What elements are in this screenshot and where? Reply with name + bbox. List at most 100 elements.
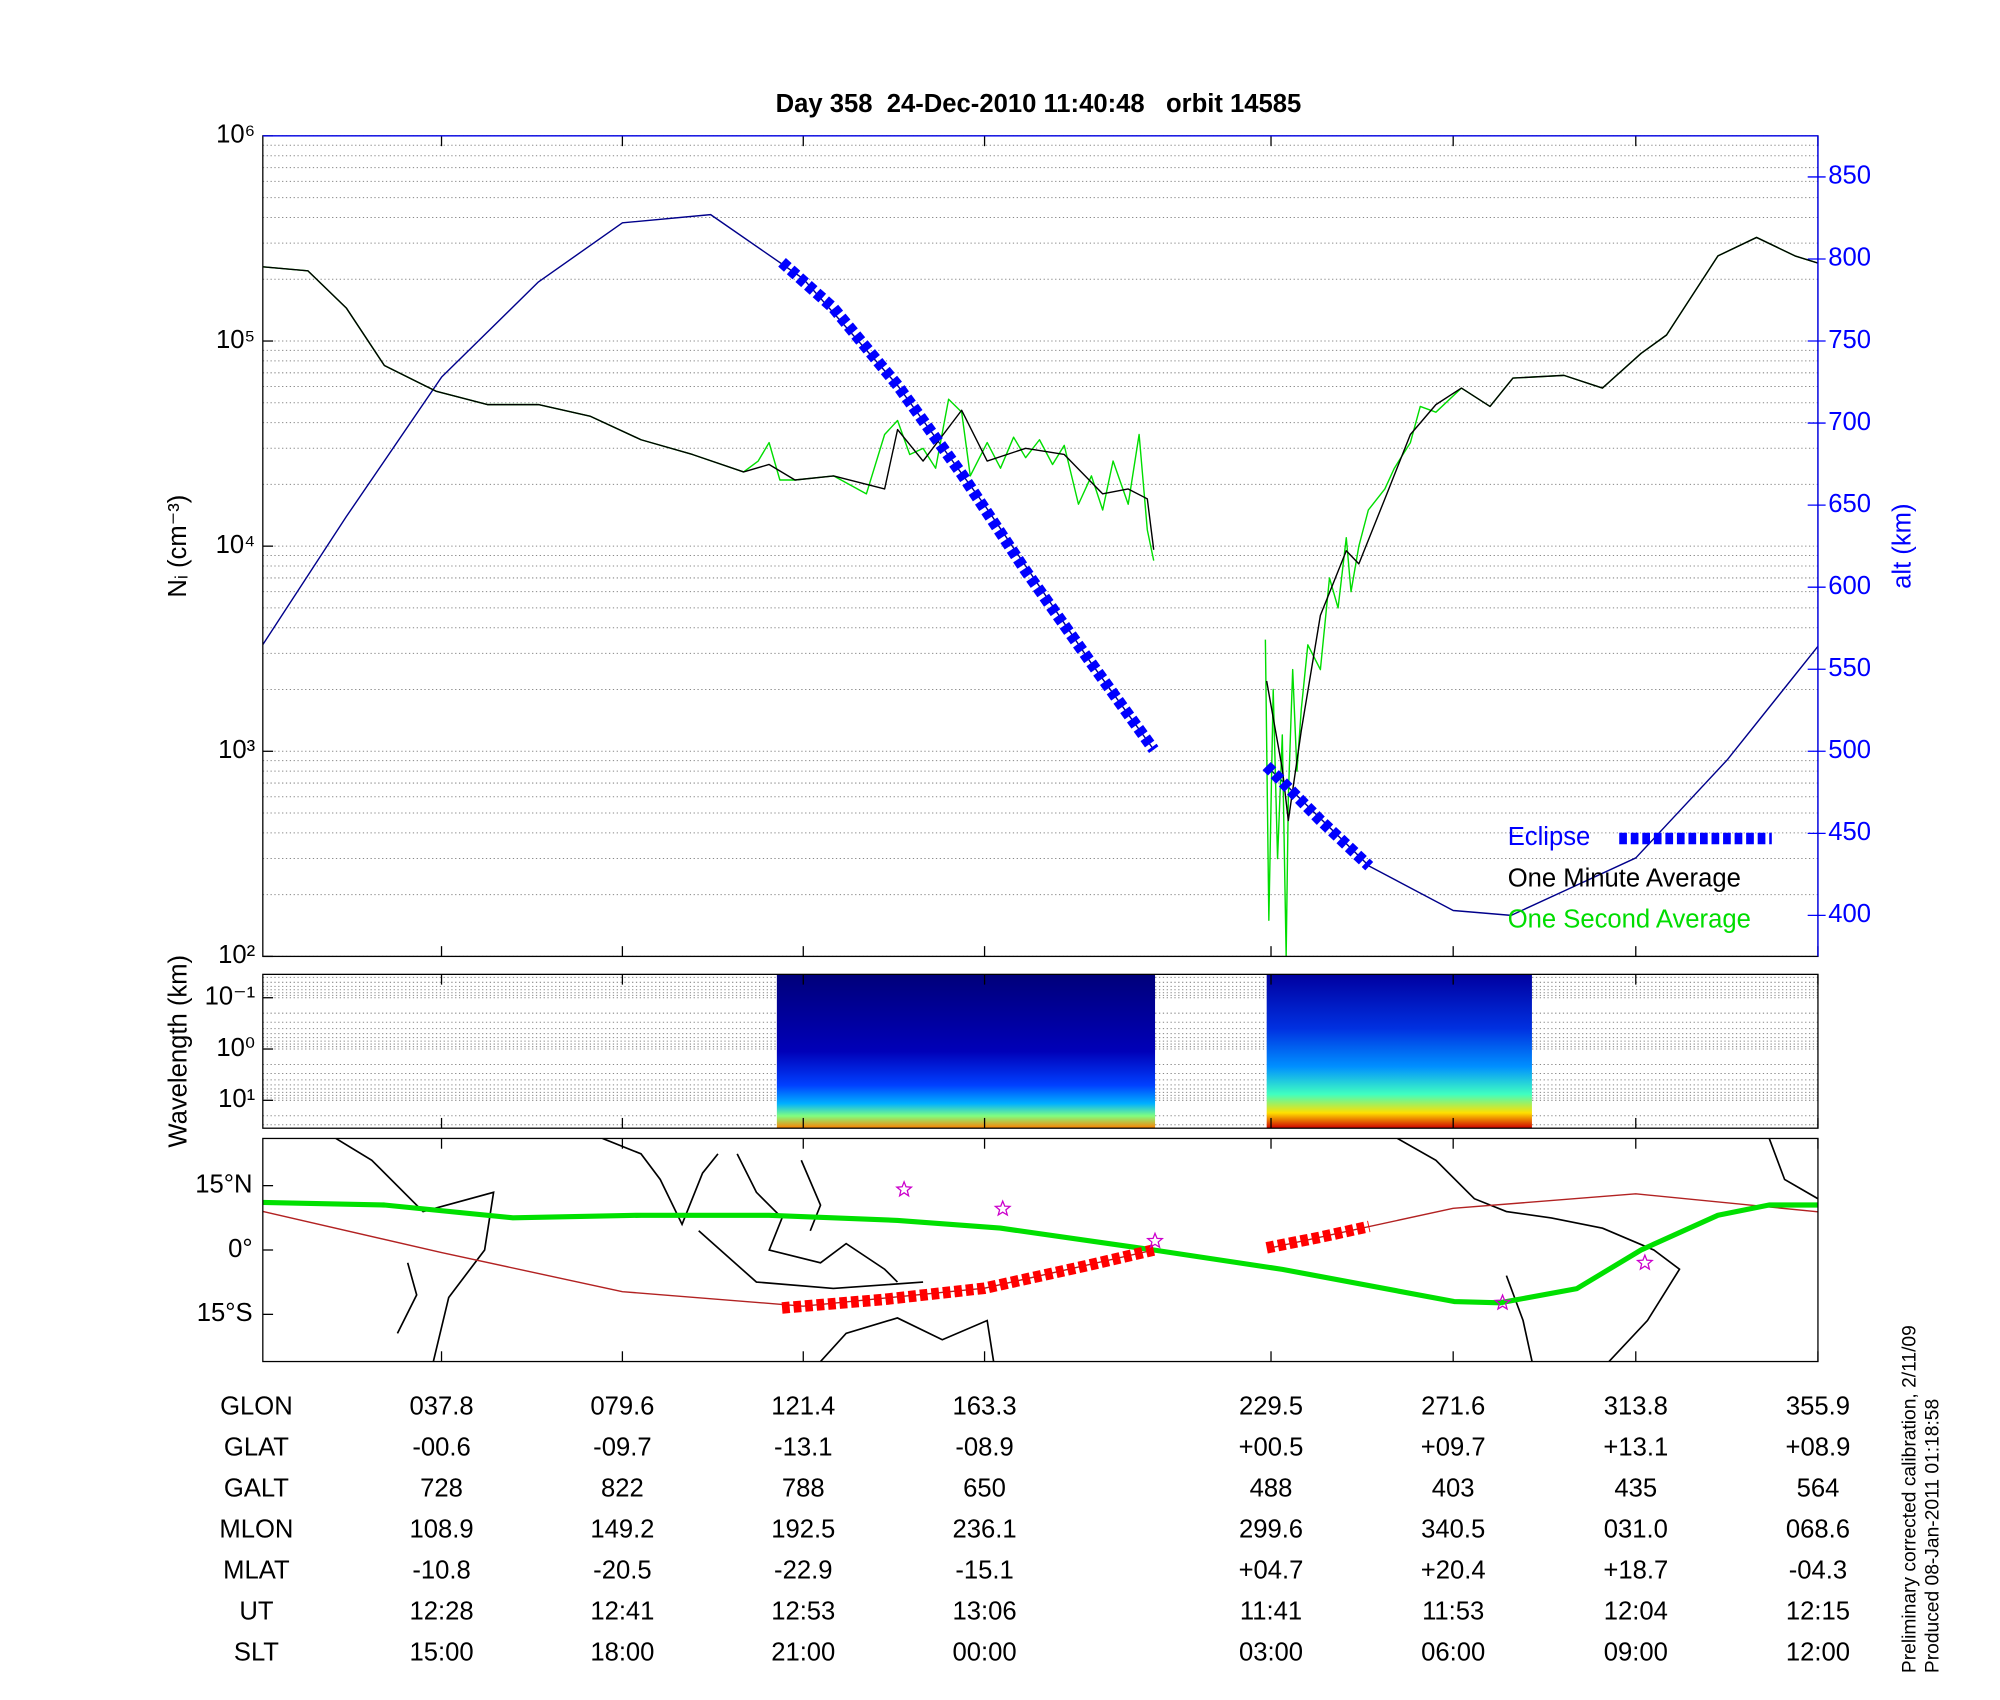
coastline: [396, 1262, 418, 1334]
cell: 031.0: [1604, 1516, 1668, 1544]
y-tick-label: 10⁴: [216, 531, 256, 559]
cell: 163.3: [952, 1392, 1016, 1420]
y-axis-label: Wavelength (km): [164, 955, 192, 1148]
y2-tick-label: 650: [1828, 490, 1871, 518]
spectrogram-segment: [776, 974, 1156, 1129]
cell: 11:53: [1422, 1598, 1484, 1626]
cell: 12:04: [1604, 1598, 1668, 1626]
y-tick-label: 15°S: [197, 1299, 253, 1327]
y-tick-label: 10⁶: [216, 121, 255, 149]
legend-label: One Minute Average: [1508, 864, 1741, 892]
y2-tick-label: 450: [1828, 818, 1871, 846]
y-tick-label: 15°N: [195, 1170, 252, 1198]
row-label: UT: [239, 1598, 274, 1626]
coastline: [698, 1230, 924, 1290]
coastline: [1768, 1138, 1818, 1200]
data-line: [262, 1199, 1818, 1306]
cell: 12:15: [1786, 1598, 1850, 1626]
cell: 822: [601, 1475, 644, 1503]
cell: -10.8: [412, 1557, 470, 1585]
y2-tick-label: 600: [1828, 572, 1871, 600]
cell: +09.7: [1421, 1433, 1486, 1461]
y-tick-label: 10⁵: [216, 326, 255, 354]
plot-frame: [262, 1137, 1819, 1363]
y-tick-label: 10³: [218, 736, 256, 764]
data-line: [262, 213, 1818, 917]
data-line: [262, 236, 1818, 822]
coastline: [736, 1153, 899, 1283]
cell: +04.7: [1239, 1557, 1304, 1585]
cell: 12:53: [771, 1598, 835, 1626]
star-marker: [1493, 1293, 1512, 1311]
row-label: SLT: [234, 1639, 279, 1667]
cell: -15.1: [955, 1557, 1013, 1585]
coastline: [1505, 1275, 1533, 1362]
cell: 229.5: [1239, 1392, 1303, 1420]
y2-tick-label: 400: [1828, 900, 1871, 928]
cell: +08.9: [1786, 1433, 1851, 1461]
y2-tick-label: 700: [1828, 408, 1871, 436]
cell: 06:00: [1421, 1639, 1485, 1667]
cell: 149.2: [590, 1516, 654, 1544]
cell: 13:06: [952, 1598, 1016, 1626]
chart-title: Day 358 24-Dec-2010 11:40:48 orbit 14585: [776, 90, 1302, 118]
y-tick-label: 10¹: [218, 1085, 255, 1113]
legend-label: One Second Average: [1508, 905, 1751, 933]
star-marker: [993, 1199, 1012, 1217]
plot-frame: [262, 973, 1819, 1129]
cell: 037.8: [409, 1392, 473, 1420]
cell: -04.3: [1789, 1557, 1847, 1585]
star-marker: [1635, 1253, 1654, 1271]
cell: 12:00: [1786, 1639, 1850, 1667]
coastline: [819, 1317, 995, 1362]
y-tick-label: 10²: [218, 941, 256, 969]
cell: +13.1: [1603, 1433, 1668, 1461]
cell: 108.9: [409, 1516, 473, 1544]
cell: 650: [963, 1475, 1006, 1503]
star-marker: [1145, 1231, 1164, 1249]
coastline: [800, 1159, 822, 1232]
cell: 788: [782, 1475, 825, 1503]
coastlines: [335, 1138, 1818, 1362]
cell: +18.7: [1603, 1557, 1668, 1585]
cell: -09.7: [593, 1433, 651, 1461]
cell: 03:00: [1239, 1639, 1303, 1667]
row-label: GLAT: [224, 1433, 289, 1461]
cell: 09:00: [1604, 1639, 1668, 1667]
cell: 121.4: [771, 1392, 835, 1420]
coastline: [1397, 1138, 1681, 1362]
cell: +00.5: [1239, 1433, 1304, 1461]
cell: 728: [420, 1475, 463, 1503]
cell: 340.5: [1421, 1516, 1485, 1544]
data-line: [781, 1220, 1371, 1314]
plot-area: [262, 213, 1818, 957]
cell: 313.8: [1604, 1392, 1668, 1420]
y2-tick-label: 500: [1828, 736, 1871, 764]
cell: 12:41: [590, 1598, 654, 1626]
cell: 488: [1250, 1475, 1293, 1503]
y2-tick-label: 850: [1828, 162, 1871, 190]
cell: 564: [1797, 1475, 1840, 1503]
y2-tick-label: 550: [1828, 654, 1871, 682]
y-tick-label: 10⁻¹: [205, 983, 256, 1011]
y-tick-label: 0°: [228, 1235, 253, 1263]
cell: 068.6: [1786, 1516, 1850, 1544]
footnote: Produced 08-Jan-2011 01:18:58: [1922, 1399, 1943, 1673]
row-label: GLON: [220, 1392, 293, 1420]
spectrogram-segment: [1266, 974, 1532, 1129]
row-label: MLON: [219, 1516, 293, 1544]
coastline: [335, 1138, 495, 1362]
data-line: [778, 257, 1374, 871]
cell: 21:00: [771, 1639, 835, 1667]
legend-label: Eclipse: [1508, 823, 1591, 851]
row-label: GALT: [224, 1475, 289, 1503]
star-marker: [895, 1180, 914, 1198]
cell: -00.6: [412, 1433, 470, 1461]
cell: 11:41: [1240, 1598, 1302, 1626]
cell: 435: [1614, 1475, 1657, 1503]
cell: -22.9: [774, 1557, 832, 1585]
cell: -20.5: [593, 1557, 651, 1585]
cell: 271.6: [1421, 1392, 1485, 1420]
